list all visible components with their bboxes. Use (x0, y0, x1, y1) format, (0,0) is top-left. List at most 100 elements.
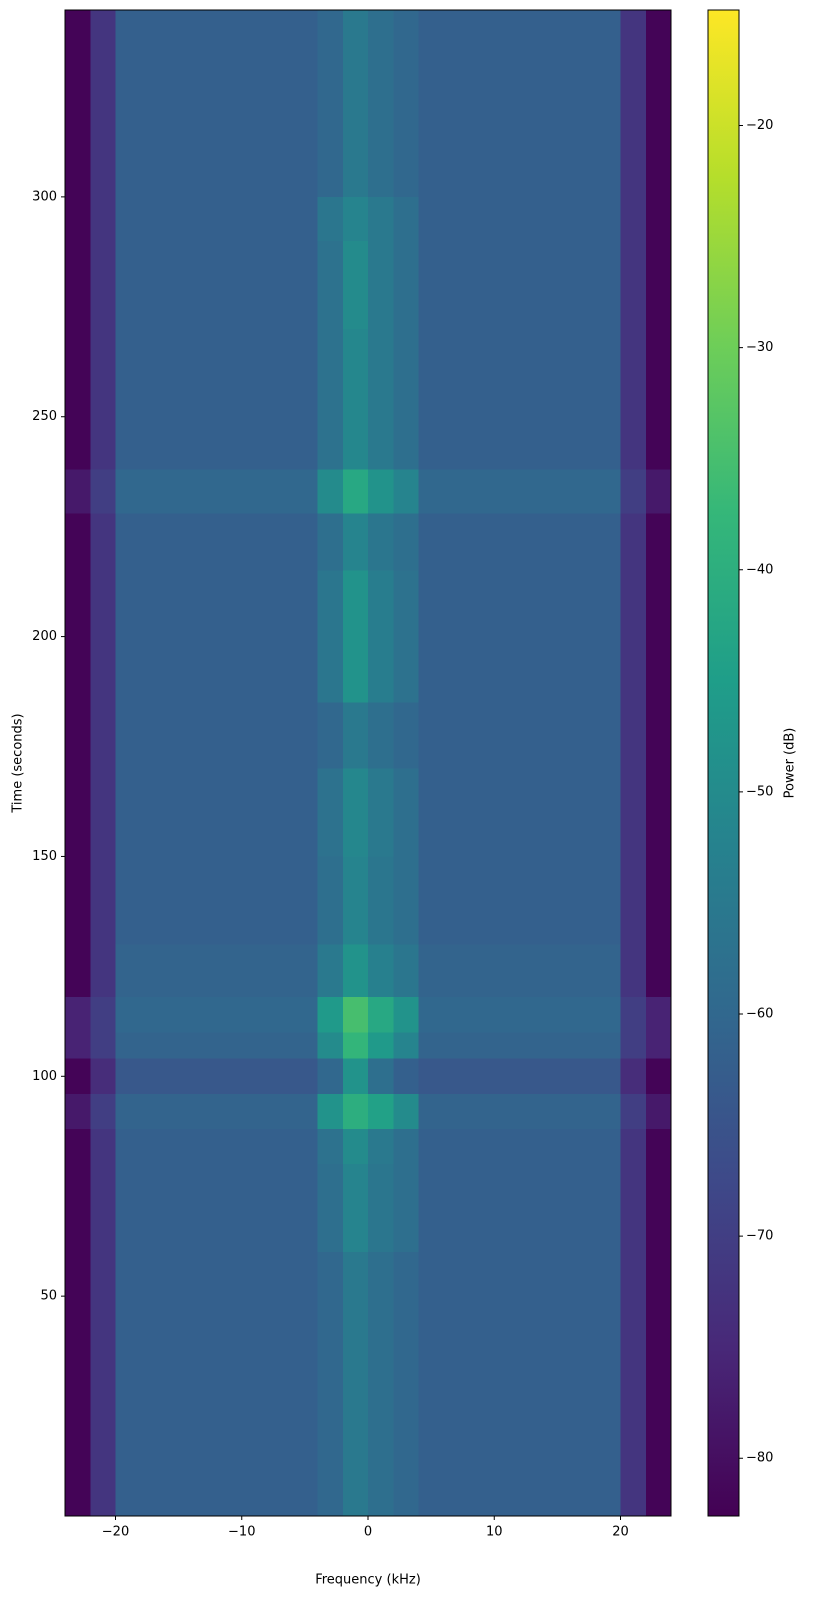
heatmap-cell (620, 196, 646, 241)
heatmap-cell (645, 1058, 671, 1094)
heatmap-cell (393, 196, 419, 241)
colorbar-tick-label: −80 (746, 1451, 773, 1466)
heatmap-cell (645, 1428, 671, 1516)
heatmap-cell (317, 768, 343, 857)
heatmap-cell (645, 1340, 671, 1429)
heatmap-cell (393, 240, 419, 329)
heatmap-cell (90, 1164, 116, 1253)
heatmap-cell (90, 328, 116, 417)
heatmap-cell (65, 768, 91, 857)
heatmap-cell (418, 1252, 621, 1341)
heatmap-cell (342, 1032, 368, 1059)
heatmap-cell (620, 240, 646, 329)
heatmap-cell (342, 944, 368, 998)
heatmap-cell (65, 108, 91, 197)
heatmap-cell (368, 1032, 394, 1059)
heatmap-cell (645, 1164, 671, 1253)
heatmap-cell (342, 469, 368, 514)
heatmap-cell (393, 1428, 419, 1516)
heatmap-cell (342, 1058, 368, 1094)
heatmap-cell (368, 1129, 394, 1165)
heatmap-cell (65, 1093, 91, 1130)
heatmap-cell (65, 416, 91, 470)
heatmap-cell (342, 702, 368, 769)
heatmap-cell (418, 240, 621, 329)
heatmap-cell (65, 1252, 91, 1341)
heatmap-cell (393, 856, 419, 945)
heatmap-cell (393, 1340, 419, 1429)
heatmap-cell (418, 570, 621, 637)
heatmap-cell (368, 416, 394, 470)
heatmap-cell (645, 10, 671, 109)
heatmap-cell (342, 636, 368, 703)
x-tick-label: 10 (486, 1525, 503, 1540)
heatmap-cell (368, 1164, 394, 1253)
heatmap-cell (115, 636, 318, 703)
heatmap-cell (393, 328, 419, 417)
heatmap-cell (368, 513, 394, 571)
heatmap-cell (620, 1252, 646, 1341)
heatmap-cell (90, 513, 116, 571)
heatmap-cell (342, 196, 368, 241)
heatmap-cell (342, 240, 368, 329)
colorbar-tick-label: −20 (746, 118, 773, 133)
heatmap-cell (90, 469, 116, 514)
heatmap-cell (393, 702, 419, 769)
heatmap (65, 10, 671, 1516)
heatmap-cell (393, 108, 419, 197)
heatmap-cell (342, 328, 368, 417)
colorbar-tick-label: −30 (746, 340, 773, 355)
heatmap-cell (317, 513, 343, 571)
heatmap-cell (317, 196, 343, 241)
heatmap-cell (65, 636, 91, 703)
heatmap-cell (418, 328, 621, 417)
heatmap-cell (342, 768, 368, 857)
heatmap-cell (418, 997, 621, 1033)
heatmap-cell (620, 997, 646, 1033)
heatmap-cell (418, 636, 621, 703)
heatmap-cell (418, 513, 621, 571)
heatmap-cell (393, 469, 419, 514)
heatmap-cell (368, 570, 394, 637)
heatmap-cell (342, 1093, 368, 1130)
heatmap-cell (317, 416, 343, 470)
y-tick-label: 300 (32, 189, 57, 204)
heatmap-cell (393, 1058, 419, 1094)
heatmap-cell (393, 570, 419, 637)
heatmap-cell (342, 1164, 368, 1253)
heatmap-cell (342, 416, 368, 470)
heatmap-cell (620, 1428, 646, 1516)
heatmap-cell (418, 416, 621, 470)
heatmap-cell (620, 768, 646, 857)
heatmap-cell (65, 240, 91, 329)
heatmap-cell (115, 513, 318, 571)
heatmap-cell (317, 1164, 343, 1253)
heatmap-cell (418, 1093, 621, 1130)
heatmap-cell (317, 997, 343, 1033)
heatmap-cell (65, 1340, 91, 1429)
heatmap-cell (393, 636, 419, 703)
heatmap-cell (368, 944, 394, 998)
heatmap-cell (90, 1428, 116, 1516)
heatmap-cell (65, 1058, 91, 1094)
heatmap-cell (115, 469, 318, 514)
heatmap-cell (65, 196, 91, 241)
heatmap-cell (317, 108, 343, 197)
heatmap-cell (317, 469, 343, 514)
heatmap-cell (65, 513, 91, 571)
heatmap-cell (645, 856, 671, 945)
heatmap-cell (65, 1428, 91, 1516)
heatmap-cell (620, 416, 646, 470)
heatmap-cell (90, 10, 116, 109)
heatmap-cell (115, 1340, 318, 1429)
heatmap-cell (342, 513, 368, 571)
heatmap-cell (368, 469, 394, 514)
heatmap-cell (342, 997, 368, 1033)
heatmap-cell (620, 636, 646, 703)
heatmap-cell (620, 1093, 646, 1130)
heatmap-cell (418, 1340, 621, 1429)
heatmap-cell (393, 1252, 419, 1341)
heatmap-cell (115, 1093, 318, 1130)
heatmap-cell (368, 328, 394, 417)
heatmap-cell (368, 196, 394, 241)
